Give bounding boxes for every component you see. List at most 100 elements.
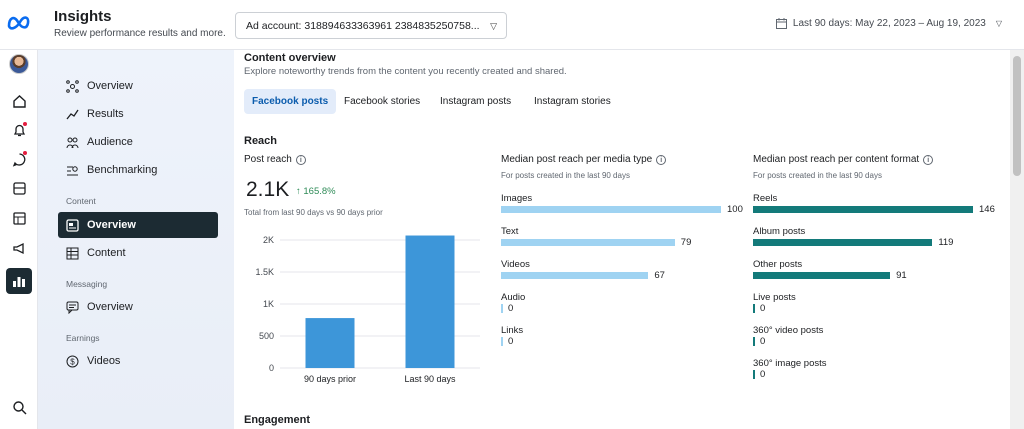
svg-text:$: $ (70, 357, 75, 366)
profile-avatar[interactable] (9, 54, 29, 74)
post-reach-title: Post reach i (244, 154, 306, 165)
messages-icon[interactable] (9, 149, 29, 169)
nav-item-results[interactable]: Results (58, 101, 218, 127)
page-title: Insights (54, 8, 112, 25)
bar-2 (501, 272, 649, 279)
chat-icon (66, 301, 79, 314)
tab-instagram-posts[interactable]: Instagram posts (440, 96, 512, 107)
ad-account-label: Ad account: 318894633363961 238483525075… (246, 20, 480, 32)
bar-label: Images (501, 193, 533, 204)
media-type-subtitle: For posts created in the last 90 days (501, 171, 630, 180)
x-tick-label: 90 days prior (304, 374, 356, 384)
post-reach-value: 2.1K (246, 178, 290, 201)
bar-value: 146 (979, 204, 995, 215)
top-header: Insights Review performance results and … (0, 0, 1024, 50)
y-tick-label: 0 (269, 363, 274, 373)
bar-2 (753, 272, 891, 279)
section-subtitle: Explore noteworthy trends from the conte… (244, 66, 567, 77)
bar-value: 79 (680, 237, 692, 248)
megaphone-icon[interactable] (9, 238, 29, 258)
bar-label: Text (501, 226, 519, 237)
meta-logo-icon[interactable] (6, 12, 32, 32)
bar-value: 67 (654, 270, 665, 281)
bar-label: Reels (753, 193, 778, 204)
insights-icon[interactable] (6, 268, 32, 294)
nav-item-content[interactable]: Content (58, 240, 218, 266)
bar-value: 0 (760, 303, 766, 314)
table-icon (66, 247, 79, 259)
chevron-down-icon: ▽ (995, 19, 1002, 28)
bar-value: 119 (938, 237, 954, 248)
bar-4 (501, 337, 503, 346)
home-icon[interactable] (9, 91, 29, 111)
media-type-title: Median post reach per media type i (501, 154, 667, 165)
bar-1 (405, 235, 455, 368)
bar-value: 91 (896, 270, 907, 281)
info-icon[interactable]: i (656, 154, 667, 165)
nav-item-label: Overview (87, 80, 133, 92)
post-reach-change: ↑ 165.8% (296, 186, 336, 197)
nav-item-label: Content (87, 247, 126, 259)
nav-item-overview[interactable]: Overview (58, 73, 218, 99)
bar-5 (753, 370, 755, 379)
left-rail (0, 50, 38, 429)
compare-icon (67, 165, 78, 175)
nav-item-audience[interactable]: Audience (58, 129, 218, 155)
date-range-picker[interactable]: Last 90 days: May 22, 2023 – Aug 19, 202… (775, 18, 1002, 29)
tab-instagram-stories[interactable]: Instagram stories (534, 96, 611, 107)
main-scrollbar[interactable] (1010, 50, 1024, 429)
insights-sidebar: Overview Results Audience Benchmarking C… (38, 50, 234, 429)
calendar-icon (775, 18, 787, 29)
nav-item-videos[interactable]: $ Videos (58, 348, 218, 374)
nav-item-label: Videos (87, 355, 121, 367)
posts-icon[interactable] (9, 178, 29, 198)
bar-3 (753, 304, 755, 313)
bar-value: 0 (760, 336, 766, 347)
trend-icon (66, 109, 79, 119)
nav-item-content-overview[interactable]: Overview (58, 212, 218, 238)
y-tick-label: 500 (259, 331, 274, 341)
nav-item-label: Results (87, 108, 124, 120)
nav-item-benchmarking[interactable]: Benchmarking (58, 157, 218, 183)
search-icon[interactable] (9, 397, 29, 417)
bar-label: 360° image posts (753, 358, 827, 369)
nav-item-label: Overview (87, 301, 133, 313)
info-icon[interactable]: i (295, 154, 306, 165)
hierarchy-icon (66, 79, 79, 93)
bar-1 (501, 239, 675, 246)
bar-value: 0 (508, 336, 514, 347)
tab-facebook-stories[interactable]: Facebook stories (344, 96, 421, 107)
bar-label: Links (501, 325, 524, 336)
x-tick-label: Last 90 days (404, 374, 456, 384)
chevron-down-icon: ▽ (490, 21, 497, 31)
nav-item-label: Overview (87, 219, 136, 231)
people-icon (66, 137, 79, 148)
media-type-label: Median post reach per media type (501, 154, 653, 165)
post-reach-label: Post reach (244, 154, 292, 165)
ad-account-dropdown[interactable]: Ad account: 318894633363961 238483525075… (235, 12, 507, 39)
bar-label: 360° video posts (753, 325, 824, 336)
post-reach-note: Total from last 90 days vs 90 days prior (244, 208, 383, 217)
nav-item-label: Audience (87, 136, 133, 148)
y-tick-label: 2K (263, 235, 274, 245)
calendar-grid-icon[interactable] (9, 208, 29, 228)
notifications-icon[interactable] (9, 120, 29, 140)
content-format-title: Median post reach per content format i (753, 154, 934, 165)
posts-icon (66, 218, 79, 232)
scrollbar-thumb[interactable] (1013, 56, 1021, 176)
page-subtitle: Review performance results and more. (54, 28, 226, 39)
bar-label: Other posts (753, 259, 803, 270)
bar-0 (501, 206, 721, 213)
date-range-label: Last 90 days: May 22, 2023 – Aug 19, 202… (792, 18, 986, 29)
bar-value: 0 (760, 369, 766, 380)
info-icon[interactable]: i (923, 154, 934, 165)
section-title: Content overview (244, 52, 336, 64)
nav-item-messaging-overview[interactable]: Overview (58, 294, 218, 320)
bar-label: Audio (501, 292, 526, 303)
tab-facebook-posts[interactable]: Facebook posts (244, 89, 337, 114)
post-reach-chart: 0 500 1K 1.5K 2K 90 days prior Last 90 days (255, 235, 480, 384)
bar-1 (753, 239, 933, 246)
y-tick-label: 1K (263, 299, 274, 309)
reach-heading: Reach (244, 135, 278, 147)
avatar (9, 54, 29, 74)
